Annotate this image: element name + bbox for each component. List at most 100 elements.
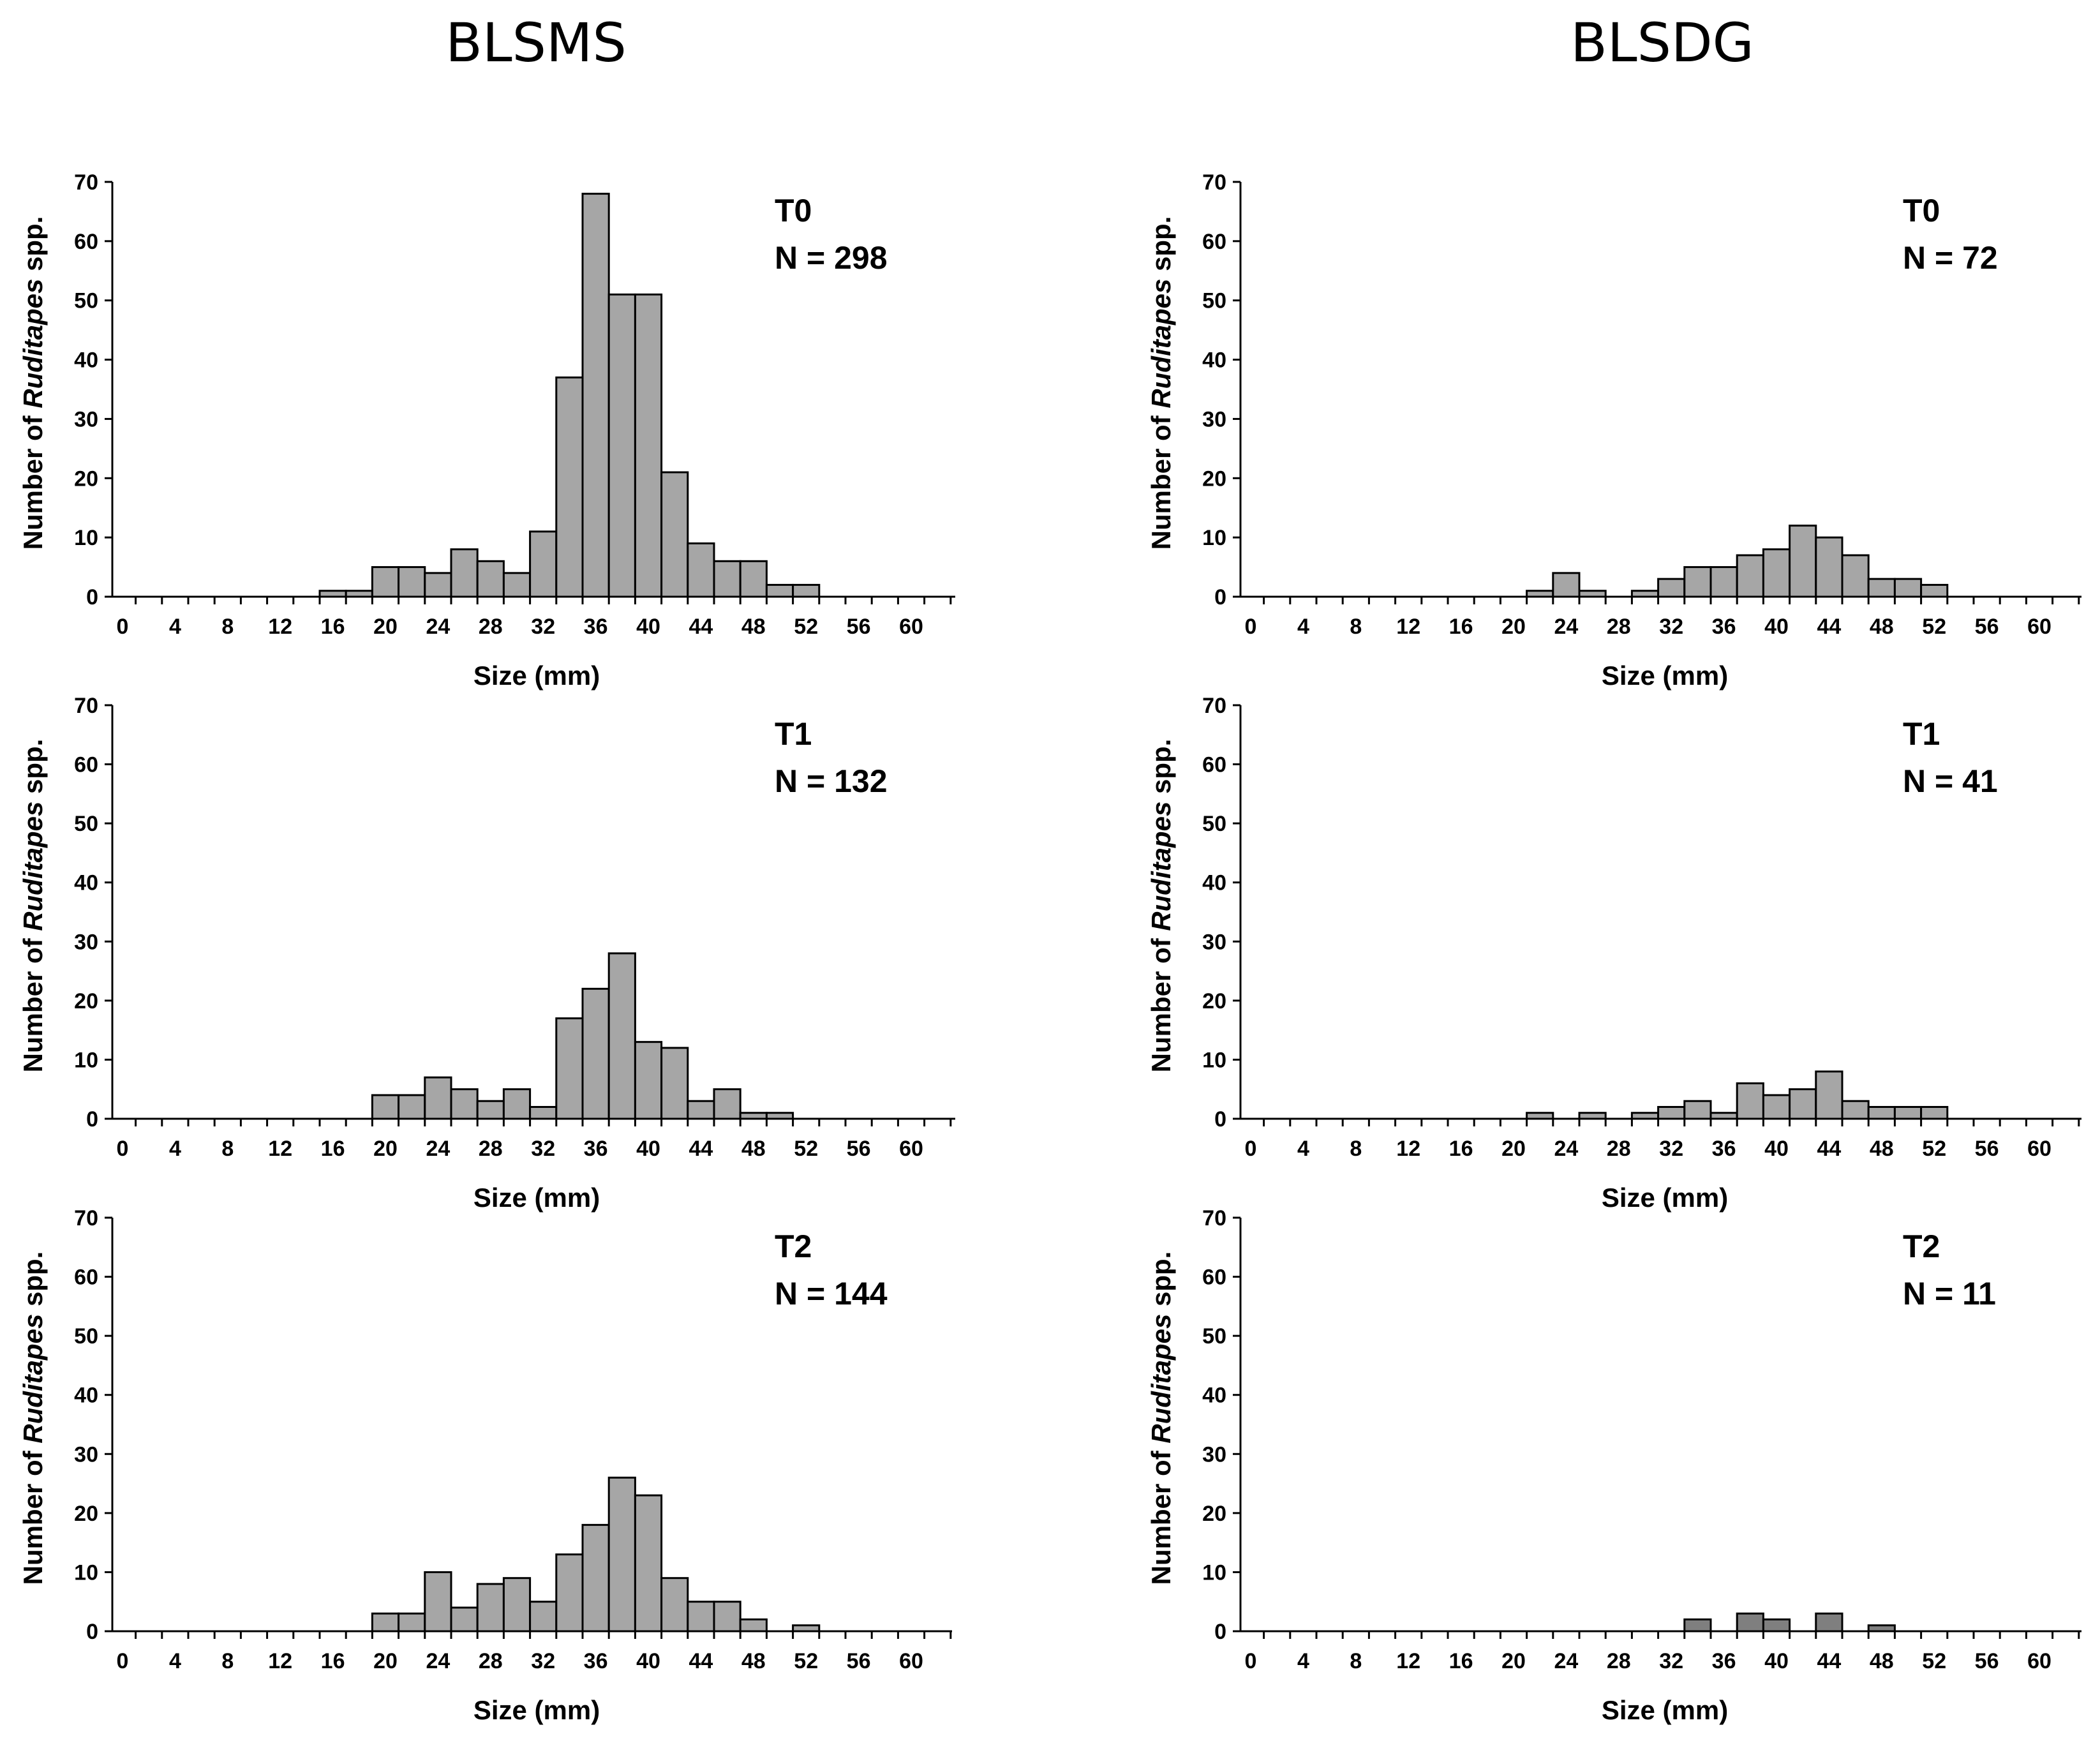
x-tick-label: 8 — [221, 615, 234, 639]
y-axis-title: Number of Ruditapes spp. — [18, 739, 48, 1073]
y-axis-title-genus: Ruditapes — [18, 1314, 48, 1444]
y-tick-label: 0 — [86, 1620, 98, 1644]
bar — [792, 583, 821, 598]
y-tick-label: 50 — [74, 289, 98, 313]
period-label: T2 — [775, 1229, 812, 1264]
x-tick-label: 0 — [1245, 1649, 1257, 1673]
x-tick-label: 52 — [1922, 1649, 1946, 1673]
bar — [581, 193, 610, 598]
period-label: T0 — [1903, 193, 1940, 228]
x-tick-label: 44 — [1817, 1137, 1841, 1161]
y-axis-title-prefix: Number of — [1146, 408, 1176, 550]
x-tick-label: 48 — [741, 615, 766, 639]
y-tick-label: 40 — [74, 1384, 98, 1408]
bar — [1762, 548, 1791, 598]
y-tick-label: 70 — [74, 170, 98, 195]
bar — [1657, 578, 1686, 598]
y-tick-label: 0 — [1214, 1620, 1226, 1644]
x-tick-label: 20 — [373, 1649, 398, 1673]
x-tick-label: 24 — [426, 615, 450, 639]
x-tick-label: 44 — [1817, 1649, 1841, 1673]
bar — [634, 293, 663, 598]
x-tick-label: 56 — [1975, 1137, 1999, 1161]
y-tick-label: 60 — [1202, 753, 1226, 777]
x-axis-title: Size (mm) — [1602, 1695, 1728, 1725]
bar — [1683, 566, 1712, 598]
y-tick-label: 30 — [74, 407, 98, 431]
y-axis-title: Number of Ruditapes spp. — [1146, 1252, 1176, 1585]
x-tick-label: 20 — [373, 1137, 398, 1161]
x-tick-label: 8 — [221, 1649, 234, 1673]
bar — [765, 583, 794, 598]
x-tick-label: 4 — [1297, 1137, 1309, 1161]
x-tick-label: 0 — [1245, 1137, 1257, 1161]
y-tick-label: 60 — [74, 230, 98, 254]
y-tick-label: 20 — [1202, 989, 1226, 1013]
x-tick-label: 40 — [1764, 1649, 1789, 1673]
y-axis-title-prefix: Number of — [18, 931, 48, 1073]
x-tick-label: 4 — [1297, 1649, 1309, 1673]
x-tick-label: 8 — [221, 1137, 234, 1161]
x-tick-label: 32 — [1659, 1649, 1683, 1673]
bar — [1841, 1100, 1870, 1120]
y-tick-label: 30 — [1202, 1442, 1226, 1467]
y-tick-label: 0 — [1214, 1107, 1226, 1132]
x-tick-label: 16 — [321, 1137, 345, 1161]
bar — [1683, 1618, 1712, 1633]
y-axis-title-suffix: spp. — [1146, 216, 1176, 279]
x-tick-label: 12 — [1396, 615, 1420, 639]
y-tick-label: 10 — [1202, 526, 1226, 550]
bar — [502, 572, 532, 598]
period-label: T1 — [1903, 716, 1940, 752]
y-tick-label: 60 — [1202, 230, 1226, 254]
column-title-blsms: BLSMS — [445, 11, 627, 74]
x-tick-label: 60 — [899, 1137, 923, 1161]
y-axis-title: Number of Ruditapes spp. — [18, 216, 48, 550]
x-tick-label: 12 — [268, 615, 292, 639]
x-tick-label: 24 — [426, 1649, 450, 1673]
x-tick-label: 48 — [1870, 1137, 1894, 1161]
bar — [634, 1041, 663, 1120]
bar — [1683, 1100, 1712, 1120]
bar — [1815, 536, 1843, 598]
y-tick-label: 40 — [1202, 1384, 1226, 1408]
column-title-blsdg: BLSDG — [1570, 11, 1754, 74]
x-tick-label: 60 — [2027, 1137, 2052, 1161]
y-tick-label: 10 — [74, 1560, 98, 1585]
x-tick-label: 20 — [1501, 615, 1526, 639]
x-tick-label: 24 — [426, 1137, 450, 1161]
y-tick-label: 40 — [74, 871, 98, 895]
bar — [1657, 1105, 1686, 1120]
period-label: T1 — [775, 716, 812, 752]
bar — [1762, 1618, 1791, 1633]
x-tick-label: 28 — [479, 615, 503, 639]
x-tick-label: 0 — [117, 1649, 129, 1673]
x-tick-label: 4 — [169, 615, 181, 639]
x-tick-label: 48 — [741, 1649, 766, 1673]
bar — [660, 1047, 689, 1120]
x-tick-label: 28 — [479, 1137, 503, 1161]
bar — [1841, 554, 1870, 598]
x-axis-title: Size (mm) — [473, 1183, 600, 1213]
bar — [1893, 578, 1923, 598]
y-tick-label: 70 — [1202, 170, 1226, 195]
y-tick-label: 50 — [74, 812, 98, 836]
x-tick-label: 36 — [1712, 1649, 1736, 1673]
y-tick-label: 10 — [74, 526, 98, 550]
x-tick-label: 44 — [689, 1137, 713, 1161]
x-tick-label: 56 — [847, 1137, 871, 1161]
bar — [1552, 572, 1581, 598]
x-tick-label: 60 — [899, 1649, 923, 1673]
bar — [424, 1571, 452, 1633]
bar — [687, 1100, 715, 1120]
bar — [634, 1494, 663, 1633]
x-tick-label: 8 — [1350, 615, 1362, 639]
y-tick-label: 30 — [74, 1442, 98, 1467]
x-tick-label: 16 — [321, 615, 345, 639]
sample-size-label: N = 144 — [775, 1276, 888, 1311]
y-tick-label: 50 — [1202, 1324, 1226, 1349]
